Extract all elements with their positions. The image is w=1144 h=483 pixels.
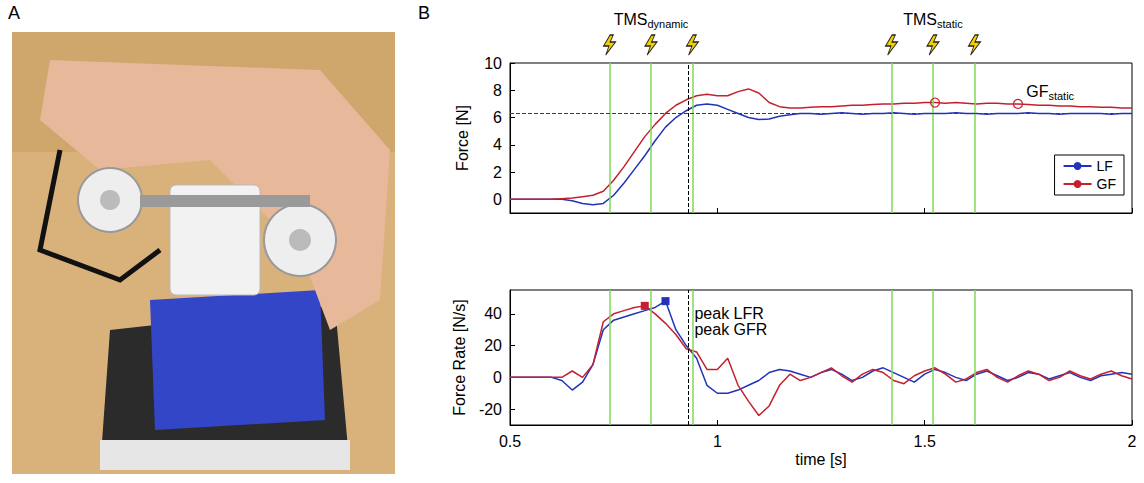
svg-text:4: 4 <box>493 136 502 153</box>
svg-text:1.5: 1.5 <box>914 433 936 450</box>
svg-text:B: B <box>418 3 430 23</box>
svg-text:A: A <box>8 3 20 23</box>
svg-text:GF: GF <box>1026 83 1048 100</box>
svg-text:8: 8 <box>493 82 502 99</box>
svg-text:static: static <box>937 18 963 30</box>
svg-text:20: 20 <box>484 337 502 354</box>
svg-text:dynamic: dynamic <box>647 18 688 30</box>
svg-text:Force Rate [N/s]: Force Rate [N/s] <box>451 299 468 415</box>
svg-text:LF: LF <box>1097 158 1113 174</box>
svg-text:Force [N]: Force [N] <box>454 105 471 171</box>
svg-text:peak GFR: peak GFR <box>694 321 767 338</box>
svg-text:2: 2 <box>1128 433 1137 450</box>
svg-text:GF: GF <box>1097 176 1116 192</box>
svg-text:10: 10 <box>484 55 502 72</box>
svg-text:TMS: TMS <box>903 11 937 28</box>
svg-text:peak LFR: peak LFR <box>694 305 763 322</box>
svg-text:time [s]: time [s] <box>795 451 847 468</box>
svg-text:0.5: 0.5 <box>499 433 521 450</box>
svg-text:0: 0 <box>493 369 502 386</box>
svg-text:static: static <box>1048 90 1074 102</box>
svg-text:-20: -20 <box>479 401 502 418</box>
svg-text:6: 6 <box>493 109 502 126</box>
svg-text:1: 1 <box>713 433 722 450</box>
svg-text:0: 0 <box>493 191 502 208</box>
svg-text:TMS: TMS <box>614 11 648 28</box>
svg-text:2: 2 <box>493 164 502 181</box>
svg-text:40: 40 <box>484 305 502 322</box>
